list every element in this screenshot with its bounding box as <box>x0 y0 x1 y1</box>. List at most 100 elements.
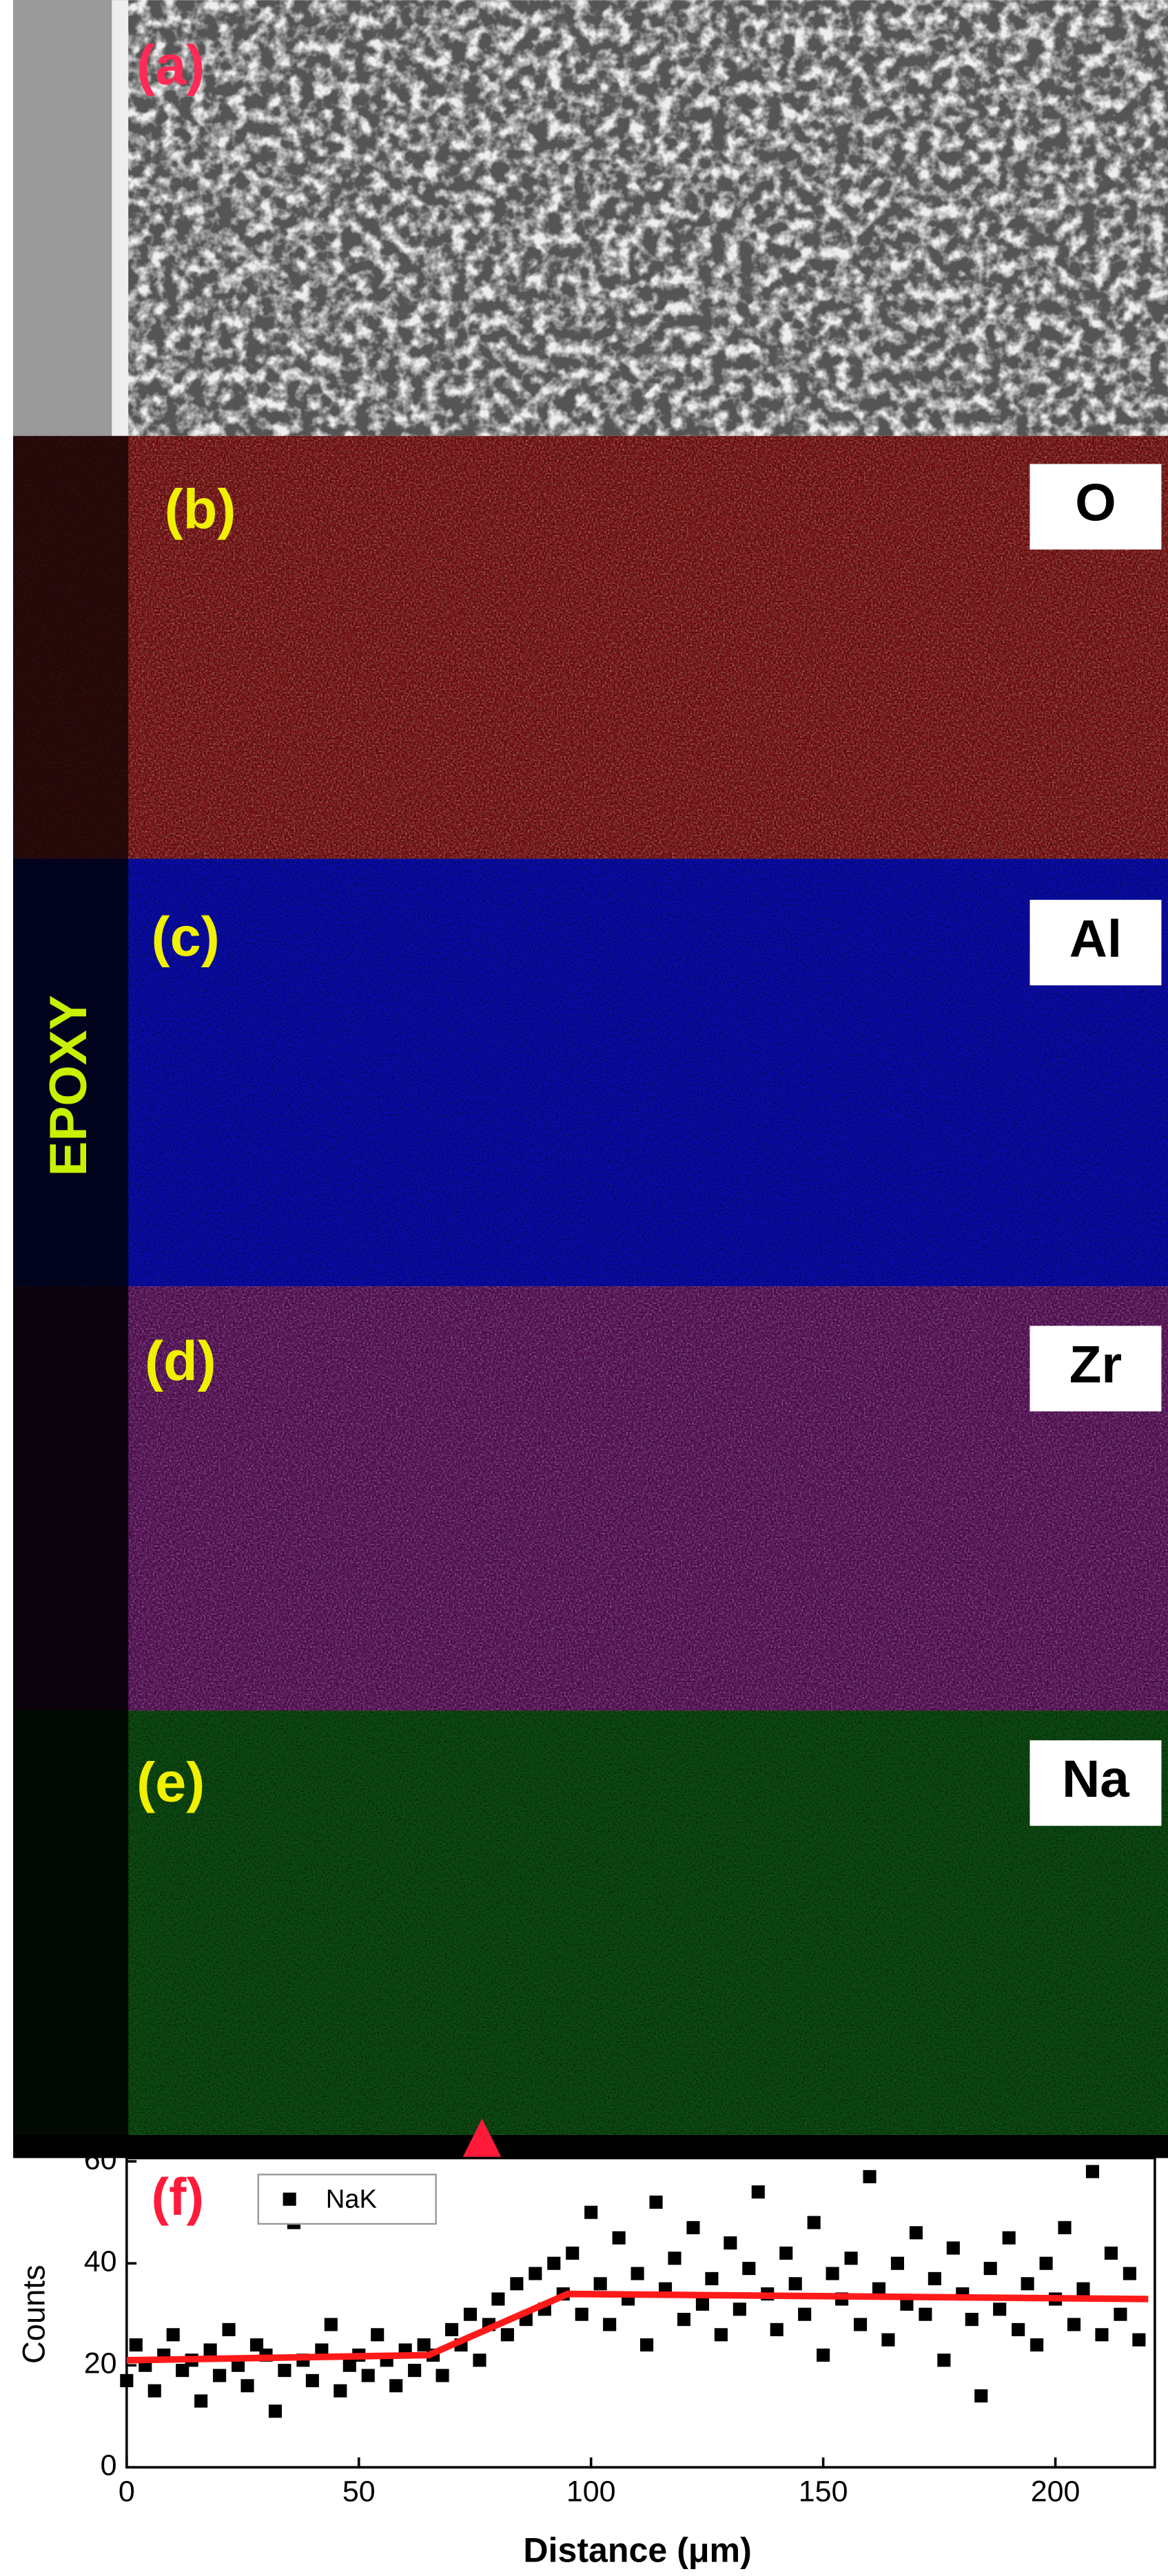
point <box>334 2384 347 2398</box>
point <box>166 2328 180 2342</box>
point <box>1123 2267 1136 2280</box>
map-e <box>13 1711 1168 2135</box>
point <box>194 2394 208 2408</box>
point <box>919 2307 932 2321</box>
point <box>1012 2322 1025 2336</box>
separator <box>13 2134 1168 2158</box>
point <box>788 2277 802 2291</box>
map-d <box>13 1286 1168 1711</box>
point <box>593 2277 607 2291</box>
epoxy-region <box>13 0 116 436</box>
point <box>826 2267 839 2280</box>
point <box>278 2364 291 2378</box>
x-axis-label: Distance (μm) <box>523 2531 752 2570</box>
point <box>463 2307 478 2321</box>
point <box>1039 2256 1053 2270</box>
point <box>500 2328 514 2342</box>
point <box>547 2256 561 2270</box>
element-box <box>1029 464 1162 550</box>
point <box>147 2384 161 2398</box>
element-label: Al <box>1069 909 1122 968</box>
element-label: Na <box>1062 1750 1129 1809</box>
x-tick-label: 0 <box>119 2475 135 2508</box>
point <box>1067 2318 1081 2331</box>
point <box>268 2404 283 2418</box>
element-label: O <box>1075 474 1116 533</box>
point <box>844 2252 858 2265</box>
point <box>240 2379 254 2393</box>
point <box>213 2369 227 2382</box>
annotation: (f) <box>152 2168 204 2227</box>
point <box>408 2364 422 2378</box>
point <box>974 2389 988 2403</box>
point <box>417 2338 431 2352</box>
point <box>742 2262 756 2276</box>
point <box>1021 2277 1034 2291</box>
point <box>909 2226 923 2240</box>
panel-label: (b) <box>165 479 236 541</box>
panel-label: (a) <box>136 34 205 96</box>
point <box>603 2318 617 2331</box>
point <box>566 2246 580 2260</box>
arrowhead <box>462 2119 502 2158</box>
point <box>222 2322 236 2336</box>
point <box>686 2220 700 2234</box>
point <box>807 2216 821 2229</box>
point <box>1030 2338 1044 2352</box>
x-tick-label: 200 <box>1031 2475 1080 2508</box>
point <box>705 2271 719 2285</box>
sem-texture <box>128 0 1168 436</box>
point <box>584 2205 598 2219</box>
point <box>640 2338 654 2352</box>
fit-line <box>126 2290 1149 2364</box>
point <box>361 2369 375 2382</box>
point <box>491 2292 505 2306</box>
point <box>993 2302 1007 2316</box>
point <box>779 2246 793 2260</box>
point <box>1114 2307 1127 2321</box>
point <box>751 2185 765 2199</box>
point <box>732 2302 746 2316</box>
point <box>668 2252 682 2265</box>
y-tick-label: 20 <box>84 2347 117 2380</box>
point <box>305 2373 319 2387</box>
y-tick-label: 0 <box>101 2449 117 2482</box>
point <box>371 2328 385 2342</box>
point <box>1058 2220 1072 2234</box>
map-b <box>13 435 1168 859</box>
map-c <box>13 858 1168 1287</box>
point <box>937 2353 951 2367</box>
point <box>529 2267 542 2280</box>
point <box>1095 2328 1109 2342</box>
point <box>575 2307 588 2321</box>
point <box>649 2195 663 2209</box>
point <box>817 2348 830 2362</box>
point <box>900 2297 914 2311</box>
point <box>444 2322 459 2336</box>
point <box>120 2373 134 2387</box>
point <box>342 2358 356 2372</box>
x-tick-label: 50 <box>342 2475 376 2508</box>
point <box>1104 2246 1118 2260</box>
point <box>1002 2231 1016 2245</box>
element-box <box>1029 1740 1162 1826</box>
point <box>928 2271 941 2285</box>
y-tick-label: 40 <box>84 2245 117 2278</box>
point <box>677 2313 691 2327</box>
point <box>798 2307 812 2321</box>
epoxy-label: EPOXY <box>39 995 98 1176</box>
element-box <box>1029 1326 1162 1412</box>
panel-label: (d) <box>145 1330 216 1392</box>
interface <box>112 0 129 436</box>
y-tick-label: 60 <box>84 2143 117 2176</box>
point <box>315 2343 329 2357</box>
point <box>714 2328 728 2342</box>
point <box>129 2338 143 2352</box>
point <box>863 2170 877 2183</box>
y-axis-label: Counts <box>17 2265 52 2364</box>
point <box>473 2353 486 2367</box>
x-tick-label: 100 <box>566 2475 616 2508</box>
legend-marker <box>283 2192 296 2206</box>
point <box>695 2297 709 2311</box>
